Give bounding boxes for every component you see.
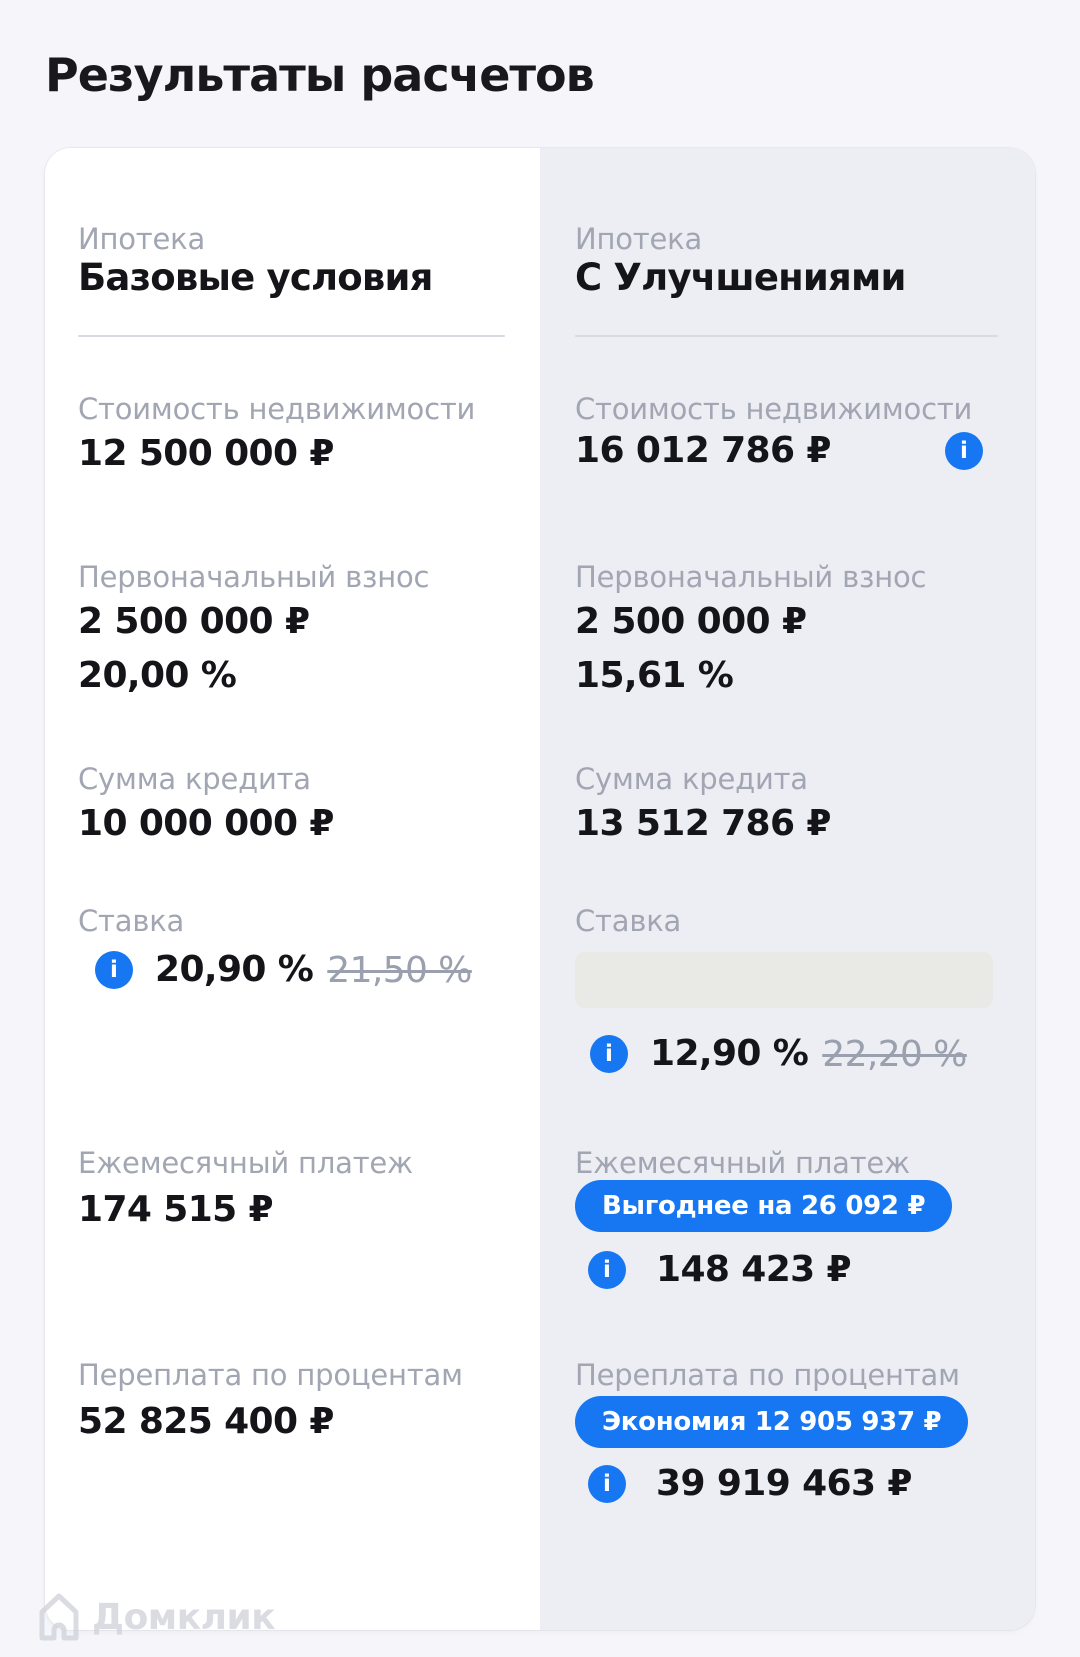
category-label: Ипотека xyxy=(575,222,703,256)
rate-placeholder-bar xyxy=(575,952,993,1008)
monthly-payment-value: 148 423 ₽ xyxy=(656,1249,852,1290)
overpayment-value: 39 919 463 ₽ xyxy=(656,1463,912,1504)
category-label: Ипотека xyxy=(78,222,206,256)
results-comparison-card: Ипотека Базовые условия Стоимость недвиж… xyxy=(45,148,1035,1630)
loan-amount-value: 13 512 786 ₽ xyxy=(575,803,831,844)
monthly-payment-label: Ежемесячный платеж xyxy=(78,1146,413,1180)
loan-amount-value: 10 000 000 ₽ xyxy=(78,803,334,844)
rate-label: Ставка xyxy=(78,904,185,938)
monthly-payment-label: Ежемесячный платеж xyxy=(575,1146,910,1180)
overpayment-label: Переплата по процентам xyxy=(575,1358,960,1392)
rate-row: i 20,90 % 21,50 % xyxy=(95,948,472,992)
overpayment-label: Переплата по процентам xyxy=(78,1358,463,1392)
info-icon[interactable]: i xyxy=(590,1035,628,1073)
down-payment-value: 2 500 000 ₽ xyxy=(78,601,310,642)
down-payment-percent: 15,61 % xyxy=(575,655,734,696)
monthly-payment-value: 174 515 ₽ xyxy=(78,1189,274,1230)
column-title-divider xyxy=(575,335,998,337)
rate-old-value: 22,20 % xyxy=(822,1033,967,1075)
info-icon[interactable]: i xyxy=(588,1465,626,1503)
column-with-improvements: Ипотека С Улучшениями Стоимость недвижим… xyxy=(540,148,1035,1630)
property-price-value: 16 012 786 ₽ xyxy=(575,430,831,471)
property-price-value: 12 500 000 ₽ xyxy=(78,433,334,474)
rate-old-value: 21,50 % xyxy=(327,949,472,991)
monthly-payment-row: i 148 423 ₽ xyxy=(588,1248,852,1292)
property-price-label: Стоимость недвижимости xyxy=(575,392,973,426)
rate-value: 12,90 % xyxy=(650,1033,809,1074)
info-icon[interactable]: i xyxy=(95,951,133,989)
rate-label: Ставка xyxy=(575,904,682,938)
page-title: Результаты расчетов xyxy=(45,48,595,102)
down-payment-label: Первоначальный взнос xyxy=(575,560,927,594)
column-title-divider xyxy=(78,335,505,337)
loan-amount-label: Сумма кредита xyxy=(575,762,808,796)
overpayment-row: i 39 919 463 ₽ xyxy=(588,1462,912,1506)
loan-amount-label: Сумма кредита xyxy=(78,762,311,796)
overpayment-value: 52 825 400 ₽ xyxy=(78,1401,334,1442)
rate-value: 20,90 % xyxy=(155,949,314,990)
property-price-label: Стоимость недвижимости xyxy=(78,392,476,426)
rate-row: i 12,90 % 22,20 % xyxy=(590,1032,967,1076)
overpayment-savings-badge: Экономия 12 905 937 ₽ xyxy=(575,1396,969,1448)
down-payment-value: 2 500 000 ₽ xyxy=(575,601,807,642)
column-title-base: Базовые условия xyxy=(78,256,433,299)
down-payment-percent: 20,00 % xyxy=(78,655,237,696)
monthly-benefit-badge: Выгоднее на 26 092 ₽ xyxy=(575,1180,953,1232)
info-icon[interactable]: i xyxy=(588,1251,626,1289)
column-title-improved: С Улучшениями xyxy=(575,256,906,299)
column-base-conditions: Ипотека Базовые условия Стоимость недвиж… xyxy=(45,148,540,1630)
info-icon[interactable]: i xyxy=(945,432,983,470)
down-payment-label: Первоначальный взнос xyxy=(78,560,430,594)
property-price-row: 16 012 786 ₽ i xyxy=(575,429,983,473)
